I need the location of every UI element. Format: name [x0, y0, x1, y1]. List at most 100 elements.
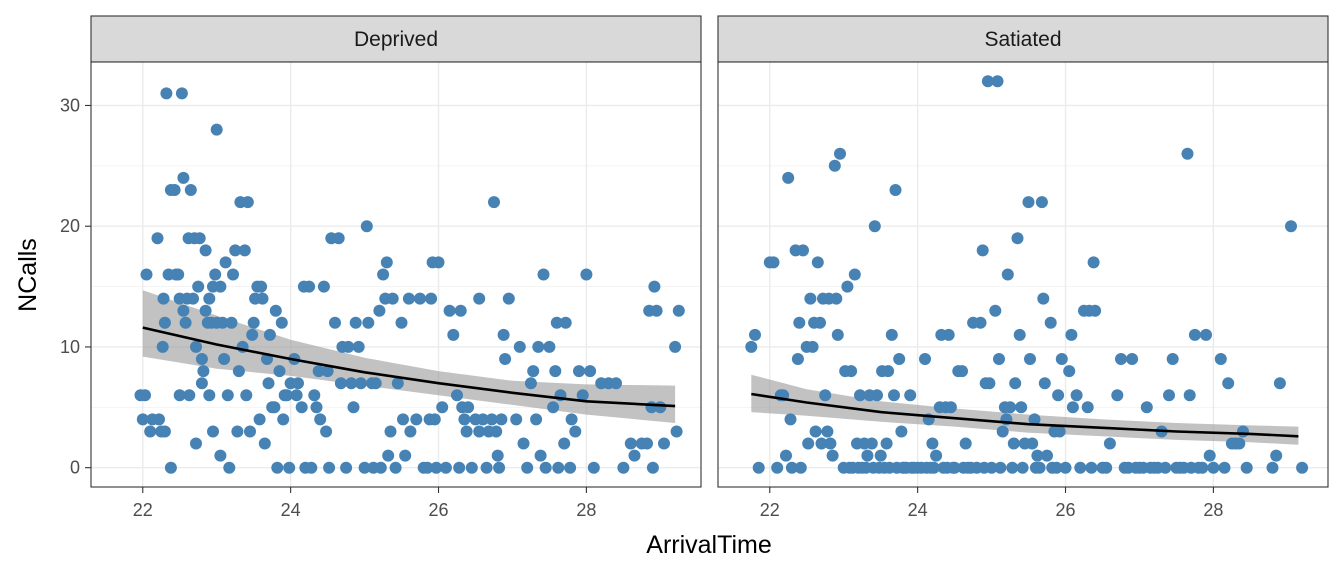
- panel-deprived: Deprived 22 24 26 28: [90, 15, 702, 520]
- data-point: [1183, 389, 1196, 402]
- data-point: [956, 365, 968, 378]
- data-point: [384, 425, 397, 438]
- data-point: [369, 377, 382, 390]
- data-point: [402, 292, 415, 305]
- data-point: [552, 461, 565, 474]
- data-point: [447, 328, 460, 341]
- data-point: [584, 365, 597, 378]
- x-tick-label: 26: [428, 500, 448, 520]
- data-point: [513, 340, 526, 353]
- data-point: [959, 437, 972, 450]
- data-point: [854, 389, 866, 402]
- data-point: [1037, 292, 1050, 305]
- data-point: [658, 437, 670, 450]
- plot-background: [91, 62, 701, 487]
- data-point: [767, 256, 780, 269]
- data-point: [1015, 401, 1028, 414]
- data-point: [476, 413, 489, 426]
- data-point: [157, 292, 170, 305]
- data-point: [989, 304, 1002, 317]
- data-point: [793, 316, 806, 329]
- data-point: [996, 425, 1009, 438]
- panel-border: [90, 61, 702, 488]
- data-point: [785, 461, 798, 474]
- data-point: [397, 413, 409, 426]
- data-point: [1013, 328, 1026, 341]
- data-point: [158, 316, 171, 329]
- data-point: [432, 256, 445, 269]
- data-point: [1065, 328, 1078, 341]
- data-point: [218, 353, 231, 365]
- data-point: [214, 449, 227, 462]
- fit-line: [751, 392, 1299, 438]
- data-point: [374, 461, 387, 474]
- data-point: [1222, 377, 1235, 390]
- data-point: [493, 461, 506, 474]
- data-point: [317, 280, 330, 293]
- data-point: [231, 425, 244, 438]
- data-point: [830, 292, 843, 305]
- data-point: [314, 413, 327, 426]
- data-point: [246, 328, 259, 341]
- data-point: [944, 401, 957, 414]
- data-point: [672, 304, 685, 317]
- data-point: [268, 401, 281, 414]
- data-point: [187, 292, 199, 305]
- data-point: [848, 268, 861, 281]
- data-point: [576, 389, 589, 402]
- data-point: [190, 340, 202, 353]
- data-point: [919, 353, 931, 365]
- data-point: [195, 353, 208, 365]
- y-tick-label: 10: [60, 337, 80, 357]
- data-point: [190, 437, 202, 450]
- data-point: [139, 389, 151, 402]
- data-point: [173, 389, 186, 402]
- data-point: [1273, 377, 1286, 390]
- data-point: [193, 232, 206, 245]
- data-point: [841, 280, 854, 293]
- data-point: [927, 461, 940, 474]
- data-point: [320, 425, 333, 438]
- data-point: [453, 461, 466, 474]
- data-point: [815, 437, 828, 450]
- data-point: [349, 316, 362, 329]
- data-point: [580, 268, 593, 281]
- data-point: [1007, 437, 1020, 450]
- data-point: [199, 304, 212, 317]
- panel-border: [717, 61, 1329, 488]
- x-tick-label: 28: [1203, 500, 1223, 520]
- data-point: [345, 377, 358, 390]
- data-point: [752, 461, 765, 474]
- data-point: [926, 437, 939, 450]
- facet-strip-label: Satiated: [984, 28, 1061, 51]
- data-point: [225, 316, 238, 329]
- data-point: [1033, 461, 1046, 474]
- confidence-band: [142, 290, 676, 423]
- data-point: [1070, 389, 1083, 402]
- data-point: [454, 304, 467, 317]
- data-point: [262, 377, 275, 390]
- data-point: [352, 340, 365, 353]
- data-point: [1053, 425, 1066, 438]
- data-point: [1081, 401, 1094, 414]
- data-point: [153, 413, 165, 426]
- data-point: [1111, 389, 1124, 402]
- data-point: [550, 316, 563, 329]
- data-point: [1009, 377, 1022, 390]
- data-point: [305, 461, 318, 474]
- data-point: [1087, 256, 1100, 269]
- data-point: [292, 377, 304, 390]
- data-point: [430, 461, 443, 474]
- data-point: [547, 401, 560, 414]
- data-point: [981, 75, 994, 88]
- data-point: [164, 461, 177, 474]
- data-point: [670, 425, 683, 438]
- data-point: [771, 461, 784, 474]
- data-point: [993, 353, 1005, 365]
- data-point: [1028, 413, 1041, 426]
- data-point: [1240, 461, 1253, 474]
- data-point: [399, 449, 412, 462]
- data-point: [1011, 232, 1024, 245]
- data-point: [312, 365, 325, 378]
- data-point: [421, 461, 434, 474]
